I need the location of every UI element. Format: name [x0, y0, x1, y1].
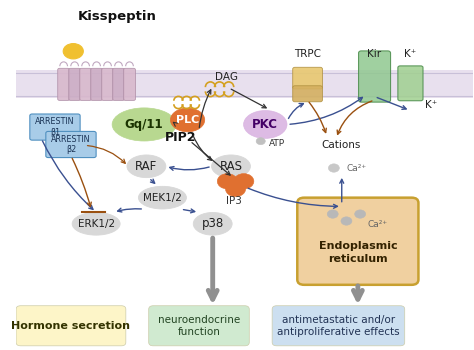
Text: Ca²⁺: Ca²⁺ [367, 220, 387, 229]
Circle shape [234, 174, 254, 189]
Text: Endoplasmic
reticulum: Endoplasmic reticulum [319, 241, 397, 264]
FancyBboxPatch shape [149, 306, 249, 346]
Circle shape [256, 138, 265, 145]
Text: Kisspeptin: Kisspeptin [77, 10, 156, 23]
Text: PKC: PKC [252, 118, 278, 131]
Ellipse shape [171, 108, 205, 132]
Text: ARRESTIN
β2: ARRESTIN β2 [51, 135, 91, 154]
Text: Gq/11: Gq/11 [125, 118, 164, 131]
FancyBboxPatch shape [101, 68, 113, 100]
Ellipse shape [127, 155, 166, 177]
Ellipse shape [193, 212, 232, 235]
Circle shape [217, 174, 237, 189]
FancyBboxPatch shape [297, 198, 419, 285]
Text: p38: p38 [201, 217, 224, 230]
FancyBboxPatch shape [80, 68, 91, 100]
Ellipse shape [112, 108, 176, 141]
Text: DAG: DAG [215, 72, 238, 82]
Circle shape [63, 43, 83, 59]
FancyBboxPatch shape [272, 306, 405, 346]
Text: IP3: IP3 [226, 196, 242, 206]
FancyBboxPatch shape [58, 68, 70, 100]
Ellipse shape [244, 111, 287, 138]
Circle shape [341, 217, 352, 225]
Text: Ca²⁺: Ca²⁺ [346, 163, 366, 173]
Circle shape [328, 164, 339, 172]
Ellipse shape [211, 155, 250, 177]
Text: Kir: Kir [367, 49, 382, 59]
Text: TRPC: TRPC [294, 49, 321, 59]
FancyBboxPatch shape [30, 114, 80, 140]
FancyBboxPatch shape [293, 67, 322, 89]
Text: ARRESTIN
β1: ARRESTIN β1 [35, 117, 75, 136]
Bar [16, 70, 474, 98]
Circle shape [327, 210, 338, 218]
FancyBboxPatch shape [16, 306, 126, 346]
Ellipse shape [138, 186, 186, 209]
Text: K⁺: K⁺ [404, 49, 416, 59]
Text: neuroendocrine
function: neuroendocrine function [158, 315, 240, 337]
FancyBboxPatch shape [358, 51, 391, 102]
Circle shape [226, 181, 246, 197]
Text: ERK1/2: ERK1/2 [78, 219, 115, 229]
Text: PLC: PLC [176, 115, 199, 125]
Circle shape [355, 210, 365, 218]
Text: K⁺: K⁺ [425, 100, 438, 110]
FancyBboxPatch shape [113, 68, 125, 100]
Text: RAS: RAS [219, 160, 243, 173]
FancyBboxPatch shape [91, 68, 102, 100]
FancyBboxPatch shape [46, 131, 96, 158]
Ellipse shape [72, 212, 120, 235]
Text: RAF: RAF [135, 160, 157, 173]
FancyBboxPatch shape [398, 66, 423, 101]
FancyBboxPatch shape [124, 68, 136, 100]
Text: antimetastatic and/or
antiproliferative effects: antimetastatic and/or antiproliferative … [277, 315, 400, 337]
FancyBboxPatch shape [69, 68, 81, 100]
Text: Hormone secretion: Hormone secretion [11, 321, 130, 331]
FancyBboxPatch shape [293, 86, 322, 102]
Text: MEK1/2: MEK1/2 [143, 193, 182, 203]
Text: ATP: ATP [269, 139, 285, 148]
Text: Cations: Cations [321, 140, 360, 150]
Text: PIP2: PIP2 [165, 131, 196, 144]
